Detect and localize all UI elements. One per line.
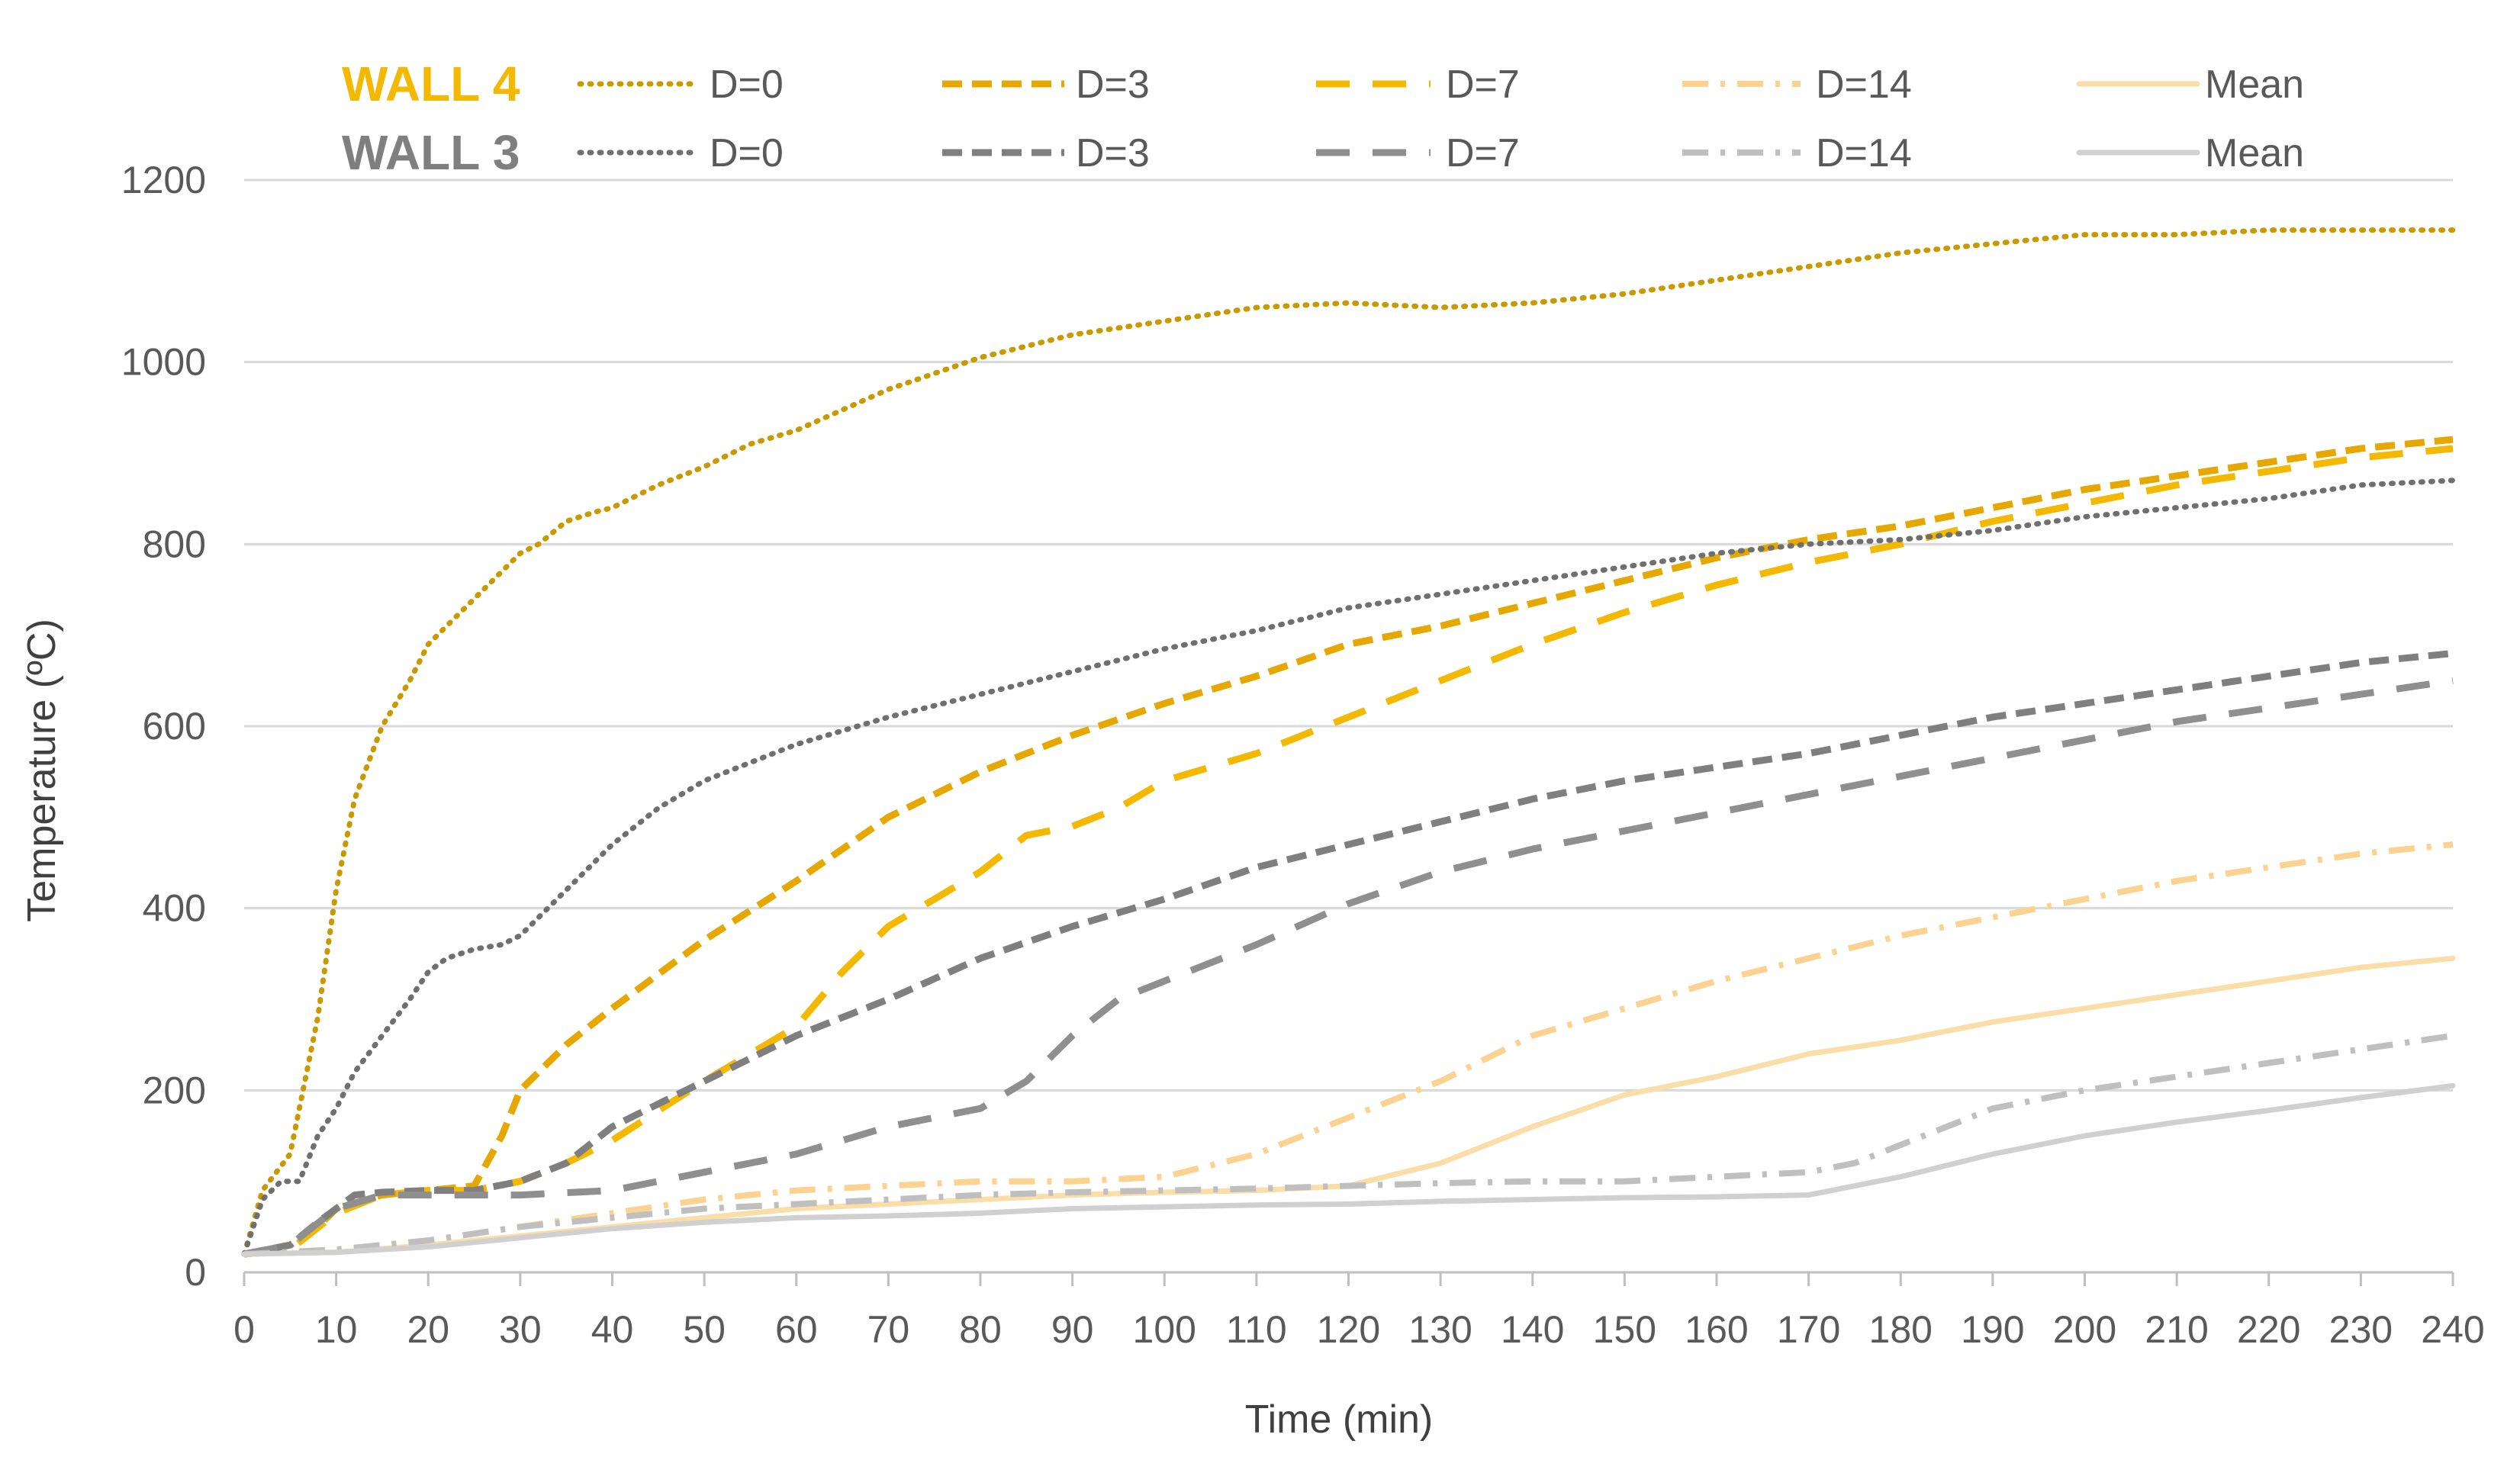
y-tick-label: 0 bbox=[185, 1251, 206, 1294]
legend-label-w3-d7: D=7 bbox=[1446, 131, 1520, 175]
x-tick-label: 110 bbox=[1226, 1308, 1287, 1351]
x-tick-label: 150 bbox=[1593, 1308, 1656, 1351]
x-tick-label: 240 bbox=[2421, 1308, 2484, 1351]
x-tick-label: 140 bbox=[1501, 1308, 1564, 1351]
y-tick-label: 1000 bbox=[121, 341, 206, 384]
series-line-w4-d14 bbox=[243, 841, 2454, 1258]
series-line-w3-d0 bbox=[241, 478, 2456, 1257]
series-line-w3-d7 bbox=[243, 677, 2454, 1258]
series-line-w3-d14 bbox=[243, 1032, 2454, 1258]
x-tick-label: 10 bbox=[315, 1308, 358, 1351]
x-tick-label: 30 bbox=[499, 1308, 542, 1351]
x-tick-label: 160 bbox=[1685, 1308, 1748, 1351]
x-tick-label: 120 bbox=[1317, 1308, 1380, 1351]
legend-label-w3-d14: D=14 bbox=[1816, 131, 1912, 175]
legend-label-w3-mean: Mean bbox=[2205, 131, 2304, 175]
data-series bbox=[241, 227, 2456, 1258]
legend: WALL 4 D=0 D=3 D=7 D=14 Mean WALL 3 D=0 D=3 D=7 D=… bbox=[342, 56, 2304, 180]
legend-label-w3-d0: D=0 bbox=[710, 131, 784, 175]
x-tick-label: 60 bbox=[775, 1308, 818, 1351]
x-tick-label: 180 bbox=[1869, 1308, 1933, 1351]
x-tick-label: 200 bbox=[2053, 1308, 2116, 1351]
axes: 0 200 400 600 800 1000 1200 0 10 20 30 40 50 60 70 80 90… bbox=[121, 159, 2485, 1351]
x-tick-label: 220 bbox=[2237, 1308, 2300, 1351]
y-tick-label: 1200 bbox=[121, 159, 206, 201]
grid-lines bbox=[244, 178, 2453, 1092]
legend-label-w4-d0: D=0 bbox=[710, 63, 784, 107]
series-line-w3-d3 bbox=[243, 650, 2454, 1258]
legend-label-w4-d3: D=3 bbox=[1076, 63, 1150, 107]
series-line-w3-mean bbox=[241, 1082, 2456, 1257]
series-line-w4-mean bbox=[241, 955, 2456, 1257]
x-tick-label: 20 bbox=[407, 1308, 449, 1351]
x-tick-label: 40 bbox=[591, 1308, 634, 1351]
x-axis-title: Time (min) bbox=[1245, 1397, 1434, 1442]
x-tick-label: 90 bbox=[1051, 1308, 1094, 1351]
legend-group-wall3: WALL 3 bbox=[342, 125, 520, 180]
legend-group-wall4: WALL 4 bbox=[342, 56, 520, 111]
series-line-w4-d7 bbox=[243, 445, 2454, 1258]
y-tick-label: 200 bbox=[143, 1069, 206, 1111]
x-tick-label: 210 bbox=[2145, 1308, 2208, 1351]
series-line-w4-d0 bbox=[241, 227, 2456, 1257]
y-tick-label: 600 bbox=[143, 705, 206, 748]
series-line-w4-d3 bbox=[243, 436, 2454, 1258]
legend-label-w4-d14: D=14 bbox=[1816, 63, 1912, 107]
y-axis-title: Temperature (ºC) bbox=[20, 619, 64, 922]
x-tick-label: 190 bbox=[1961, 1308, 2024, 1351]
x-tick-label: 80 bbox=[959, 1308, 1002, 1351]
x-tick-label: 0 bbox=[233, 1308, 255, 1351]
x-tick-label: 130 bbox=[1408, 1308, 1472, 1351]
x-tick-label: 170 bbox=[1777, 1308, 1840, 1351]
legend-label-w4-mean: Mean bbox=[2205, 63, 2304, 107]
x-tick-label: 70 bbox=[867, 1308, 910, 1351]
x-tick-label: 50 bbox=[683, 1308, 726, 1351]
y-tick-label: 800 bbox=[143, 523, 206, 565]
legend-label-w3-d3: D=3 bbox=[1076, 131, 1150, 175]
x-tick-label: 230 bbox=[2329, 1308, 2393, 1351]
y-tick-label: 400 bbox=[143, 887, 206, 930]
x-tick-label: 100 bbox=[1133, 1308, 1196, 1351]
legend-label-w4-d7: D=7 bbox=[1446, 63, 1520, 107]
